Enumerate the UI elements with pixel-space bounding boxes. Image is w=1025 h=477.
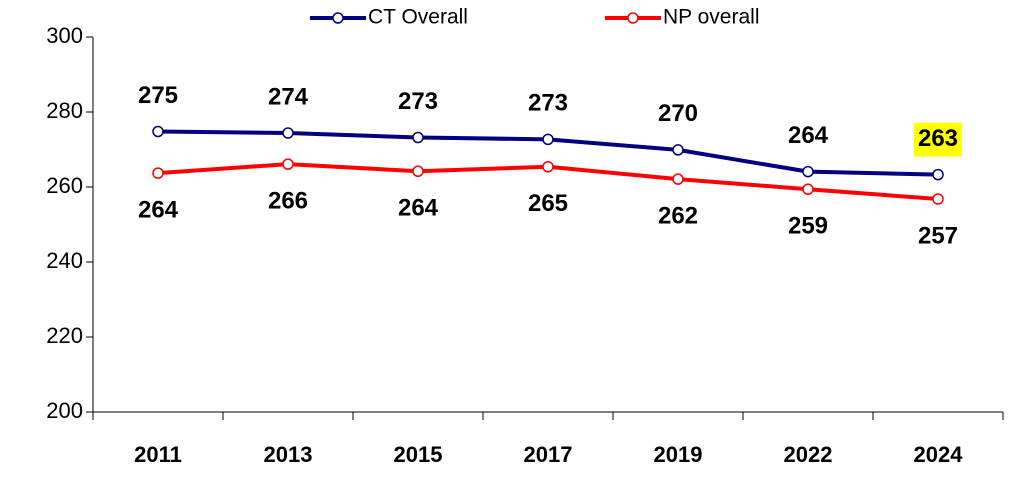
- point: [152, 167, 164, 179]
- data-label: 262: [658, 202, 698, 229]
- data-label: 275: [138, 82, 178, 109]
- point: [412, 131, 424, 144]
- y-tick-label: 260: [46, 173, 83, 198]
- x-tick-label: 2024: [914, 442, 964, 467]
- point: [672, 144, 684, 156]
- legend-label: CT Overall: [368, 6, 468, 29]
- point: [542, 133, 554, 146]
- x-tick-label: 2011: [134, 442, 182, 467]
- legend-marker: [332, 12, 344, 24]
- x-tick-label: 2022: [784, 442, 833, 467]
- point: [152, 125, 164, 138]
- point: [282, 158, 294, 170]
- y-tick-label: 280: [46, 98, 83, 123]
- data-label: 273: [398, 88, 438, 115]
- label-highlight: [914, 122, 962, 157]
- point: [932, 193, 944, 205]
- legend-marker: [627, 12, 639, 24]
- x-tick-label: 2013: [264, 442, 313, 467]
- point: [412, 165, 424, 177]
- y-tick-label: 200: [46, 398, 83, 423]
- y-tick-label: 300: [46, 23, 83, 48]
- point: [802, 183, 814, 195]
- data-label: 266: [268, 187, 308, 214]
- y-tick-label: 240: [46, 248, 83, 273]
- x-tick-label: 2017: [524, 442, 573, 467]
- point: [282, 127, 294, 139]
- point: [542, 161, 554, 173]
- data-label: 265: [528, 190, 568, 217]
- point: [672, 173, 684, 185]
- data-label: 257: [918, 222, 958, 249]
- data-label: 264: [138, 196, 179, 223]
- data-label: 259: [788, 213, 828, 240]
- data-label: 274: [268, 83, 309, 110]
- data-label: 273: [528, 90, 568, 117]
- data-label: 264: [788, 122, 829, 149]
- data-label: 264: [398, 195, 439, 222]
- point: [802, 165, 814, 178]
- point: [932, 168, 944, 181]
- legend-label: NP overall: [663, 6, 760, 29]
- data-label: 270: [658, 100, 698, 127]
- data-label: 263: [918, 125, 958, 152]
- y-tick-label: 220: [46, 323, 83, 348]
- x-tick-label: 2019: [654, 442, 703, 467]
- x-tick-label: 2015: [394, 442, 443, 467]
